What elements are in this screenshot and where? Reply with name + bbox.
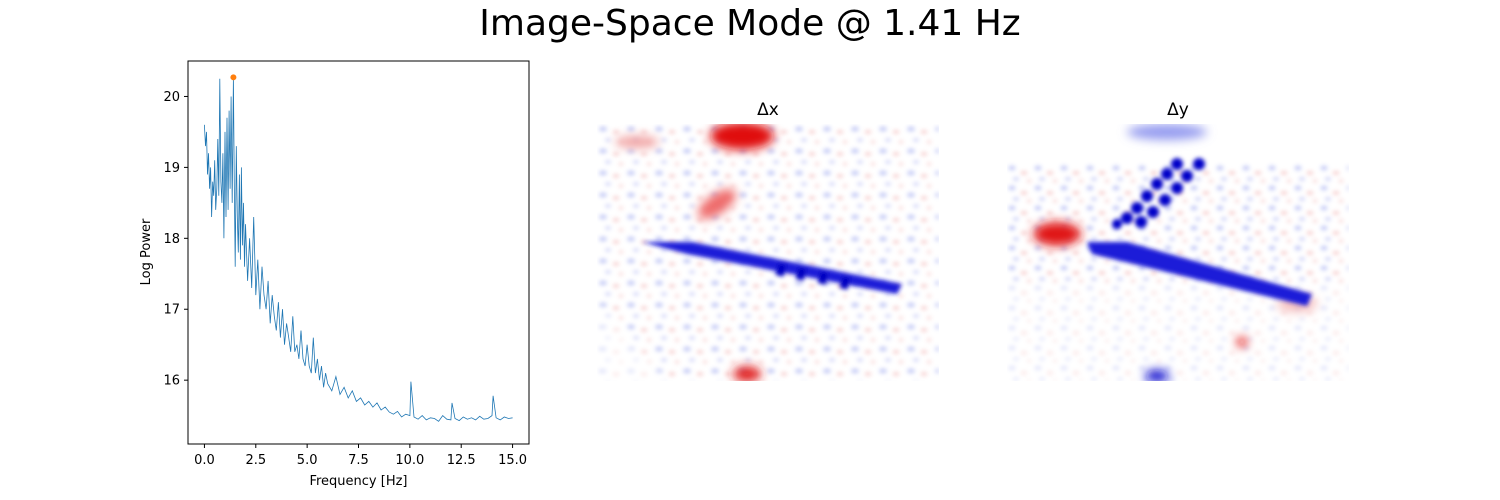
x-axis-label: Frequency [Hz] — [309, 474, 407, 489]
y-axis-ticks: 16 17 18 19 20 — [163, 90, 188, 389]
x-tick-label: 10.0 — [395, 453, 424, 468]
peak-markers — [230, 74, 237, 81]
y-tick-label: 18 — [163, 232, 180, 247]
y-tick-label: 19 — [163, 161, 180, 176]
y-tick-label: 16 — [163, 374, 180, 389]
dx-displacement-heatmap — [597, 124, 939, 381]
plot-frame — [187, 60, 530, 445]
peak-marker — [230, 74, 237, 81]
x-tick-label: 2.5 — [245, 453, 266, 468]
x-tick-label: 12.5 — [447, 453, 476, 468]
figure-title: Image-Space Mode @ 1.41 Hz — [479, 3, 1021, 44]
dy-map-title: Δy — [1167, 100, 1189, 120]
x-tick-label: 0.0 — [194, 453, 215, 468]
x-tick-label: 7.5 — [348, 453, 369, 468]
y-tick-label: 20 — [163, 90, 180, 105]
series-line-log-power — [204, 77, 513, 422]
dx-map-title: Δx — [757, 100, 779, 120]
x-axis-ticks: 0.0 2.5 5.0 7.5 10.0 12.5 15.0 — [194, 444, 527, 468]
y-axis-label: Log Power — [139, 218, 154, 285]
dy-displacement-heatmap — [1007, 124, 1349, 381]
x-tick-label: 5.0 — [297, 453, 318, 468]
x-tick-label: 15.0 — [498, 453, 527, 468]
y-tick-label: 17 — [163, 303, 180, 318]
